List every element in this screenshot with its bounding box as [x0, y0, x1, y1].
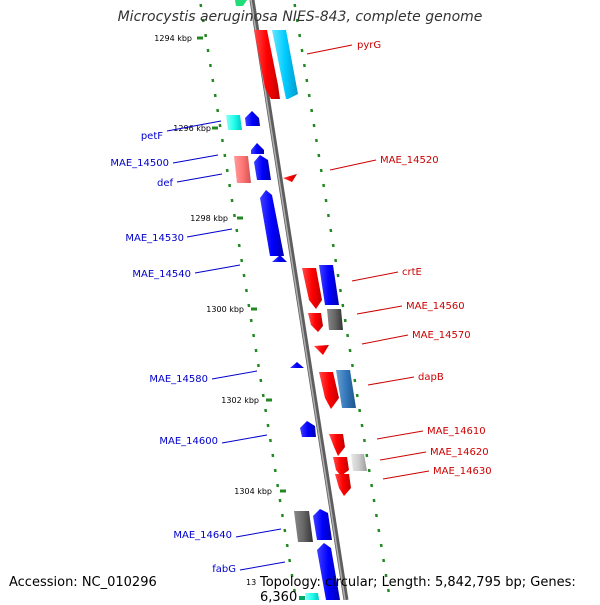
tick-label: 1294 kbp: [154, 34, 192, 43]
gene-feature[interactable]: [300, 421, 316, 437]
gene-label-MAE_14580[interactable]: MAE_14580: [149, 374, 208, 385]
gene-label-MAE_14640[interactable]: MAE_14640: [173, 530, 232, 541]
gene-feature[interactable]: [226, 115, 242, 130]
gene-feature[interactable]: [308, 313, 323, 332]
tick-track-left: [201, 4, 295, 592]
gene-label-MAE_14500[interactable]: MAE_14500: [110, 158, 169, 169]
label-leader: [177, 174, 222, 182]
label-leader: [222, 435, 267, 443]
gene-label-dapB[interactable]: dapB: [418, 372, 444, 383]
gene-feature[interactable]: [283, 174, 297, 182]
gene-feature[interactable]: [302, 268, 322, 309]
gene-feature[interactable]: [351, 454, 367, 471]
gene-feature[interactable]: [319, 265, 339, 305]
label-leader: [357, 306, 402, 314]
gene-label-MAE_14530[interactable]: MAE_14530: [125, 233, 184, 244]
gene-feature[interactable]: [254, 155, 271, 180]
label-leader: [362, 335, 408, 344]
major-tick-marks: [197, 38, 286, 491]
gene-feature[interactable]: [336, 370, 356, 408]
gene-label-MAE_14570[interactable]: MAE_14570: [412, 330, 471, 341]
gene-feature[interactable]: [313, 509, 332, 540]
accession-text: Accession: NC_010296: [9, 575, 157, 590]
gene-label-MAE_14560[interactable]: MAE_14560: [406, 301, 465, 312]
gene-label-MAE_14540[interactable]: MAE_14540: [132, 269, 191, 280]
label-leader: [352, 272, 398, 281]
tick-labels: 1294 kbp 1296 kbp 1298 kbp 1300 kbp 1302…: [154, 34, 272, 496]
gene-label-fabG[interactable]: fabG: [212, 564, 236, 575]
gene-feature[interactable]: [294, 511, 313, 542]
gene-label-MAE_14630[interactable]: MAE_14630: [433, 466, 492, 477]
gene-label-MAE_14610[interactable]: MAE_14610: [427, 426, 486, 437]
gene-label-MAE_14620[interactable]: MAE_14620: [430, 447, 489, 458]
gene-feature[interactable]: [335, 474, 351, 496]
gene-feature[interactable]: [329, 434, 345, 456]
gene-feature[interactable]: [314, 345, 329, 355]
label-leader: [240, 562, 285, 570]
gene-label-def[interactable]: def: [157, 178, 174, 189]
tick-label: 1302 kbp: [221, 396, 259, 405]
gene-feature[interactable]: [319, 372, 339, 409]
tick-label: 1300 kbp: [206, 305, 244, 314]
label-leader: [377, 431, 423, 439]
gene-label-crtE[interactable]: crtE: [402, 267, 422, 278]
gene-label-MAE_14520[interactable]: MAE_14520: [380, 155, 439, 166]
gene-feature[interactable]: [327, 309, 343, 330]
gene-feature[interactable]: [290, 362, 304, 368]
label-leader: [330, 160, 376, 170]
gene-feature[interactable]: [251, 143, 264, 154]
tick-label: 1298 kbp: [190, 214, 228, 223]
label-leader: [195, 265, 240, 273]
gene-feature[interactable]: [234, 156, 251, 183]
label-leader: [236, 529, 281, 537]
tick-label-partial: 13: [246, 578, 256, 587]
label-leader: [383, 471, 429, 479]
gene-label-pyrG[interactable]: pyrG: [357, 40, 381, 51]
label-leader: [212, 371, 257, 379]
label-leader: [173, 155, 218, 163]
label-leader: [380, 452, 426, 460]
gene-feature[interactable]: [260, 190, 284, 256]
gene-label-petF[interactable]: petF: [141, 131, 163, 142]
gene-feature[interactable]: [235, 0, 247, 6]
label-leader: [368, 377, 414, 385]
label-leader: [307, 45, 352, 54]
gene-feature[interactable]: [272, 255, 287, 262]
tick-label: 1304 kbp: [234, 487, 272, 496]
gene-label-MAE_14600[interactable]: MAE_14600: [159, 436, 218, 447]
topology-text: Topology: circular; Length: 5,842,795 bp…: [260, 575, 600, 605]
gene-feature[interactable]: [333, 457, 349, 476]
reverse-gene-labels: petF MAE_14500 def MAE_14530 MAE_14540 M…: [110, 121, 285, 575]
label-leader: [187, 229, 232, 237]
map-title: Microcystis aeruginosa NIES-843, complet…: [0, 9, 600, 25]
gene-feature[interactable]: [245, 111, 260, 126]
